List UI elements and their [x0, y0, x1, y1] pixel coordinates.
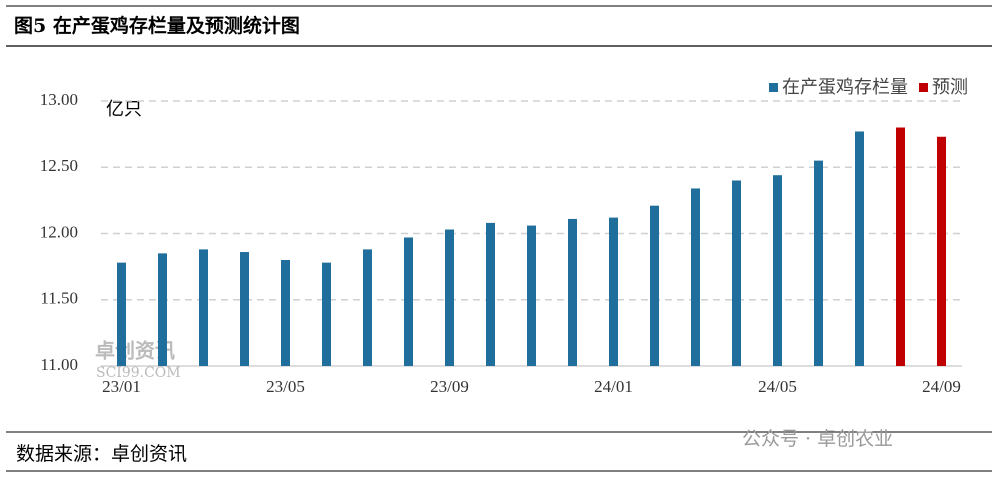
legend-label: 在产蛋鸡存栏量: [782, 77, 908, 98]
bar: [240, 252, 249, 366]
y-tick-label: 12.00: [40, 222, 78, 241]
bar: [527, 225, 536, 366]
legend-label: 预测: [932, 77, 968, 98]
y-tick-label: 11.50: [40, 289, 78, 308]
y-unit: 亿只: [106, 99, 142, 120]
bar: [568, 218, 577, 366]
x-tick-label: 24/05: [758, 377, 797, 396]
bar: [322, 262, 331, 366]
bar: [814, 160, 823, 366]
y-tick-label: 13.00: [40, 90, 78, 109]
x-tick-label: 24/09: [922, 377, 961, 396]
source: 数据来源：卓创资讯: [16, 443, 187, 465]
legend-swatch: [919, 83, 928, 92]
bar: [404, 237, 413, 366]
bar: [855, 131, 864, 366]
bar: [732, 180, 741, 366]
bar: [281, 260, 290, 366]
bar: [486, 222, 495, 366]
logo-url-watermark: SCI99.COM: [96, 365, 181, 381]
bar: [773, 175, 782, 366]
bar: [937, 136, 946, 366]
x-tick-label: 23/01: [102, 377, 141, 396]
legend-swatch: [769, 83, 778, 92]
bar: [691, 188, 700, 366]
bar: [117, 262, 126, 366]
x-tick-label: 23/05: [266, 377, 305, 396]
y-tick-label: 11.00: [40, 355, 78, 374]
x-tick-label: 24/01: [594, 377, 633, 396]
y-tick-label: 12.50: [40, 156, 78, 175]
bar: [896, 127, 905, 366]
bar: [158, 253, 167, 366]
bar: [363, 249, 372, 366]
chart-title: 图5 在产蛋鸡存栏量及预测统计图: [14, 14, 300, 37]
bar: [609, 217, 618, 366]
bar: [199, 249, 208, 366]
bar: [445, 229, 454, 366]
watermark: 公众号 · 卓创农业: [742, 428, 893, 450]
x-tick-label: 23/09: [430, 377, 469, 396]
bar: [650, 205, 659, 366]
